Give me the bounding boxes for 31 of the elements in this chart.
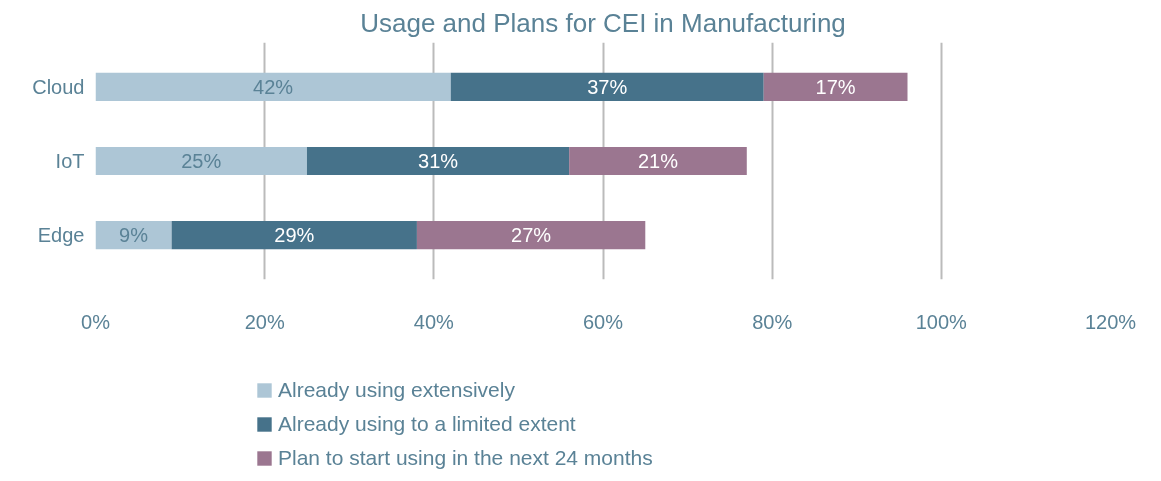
data-label: 21% <box>637 150 679 172</box>
bar <box>763 72 908 102</box>
legend-label: Plan to start using in the next 24 months <box>278 446 653 470</box>
bar <box>95 72 451 102</box>
legend-label: Already using to a limited extent <box>278 412 576 436</box>
data-label: 27% <box>511 224 552 247</box>
data-label: 37% <box>587 75 628 98</box>
data-label: 17% <box>815 75 856 98</box>
bar <box>569 146 747 176</box>
x-tick-label: 100% <box>915 310 968 333</box>
y-tick-label: Edge <box>37 224 85 247</box>
x-tick-label: 20% <box>244 310 285 333</box>
data-label: 29% <box>274 224 315 247</box>
x-tick-label: 80% <box>752 310 793 333</box>
x-tick-label: 40% <box>413 310 455 333</box>
bar <box>416 220 646 250</box>
data-label: 9% <box>119 224 149 247</box>
bar <box>95 146 307 176</box>
chart-title: Usage and Plans for CEI in Manufacturing <box>360 7 846 38</box>
legend-label: Already using extensively <box>278 378 515 402</box>
bar <box>171 220 417 250</box>
y-tick-label: Cloud <box>32 75 85 98</box>
data-label: 25% <box>181 150 222 172</box>
x-tick-label: 60% <box>582 310 624 333</box>
y-tick-label: IoT <box>55 150 85 172</box>
bar <box>306 146 570 176</box>
x-tick-label: 120% <box>1084 310 1137 333</box>
x-tick-label: 0% <box>81 310 111 333</box>
data-label: 42% <box>253 75 294 98</box>
bar <box>450 72 764 102</box>
data-label: 31% <box>418 150 459 172</box>
